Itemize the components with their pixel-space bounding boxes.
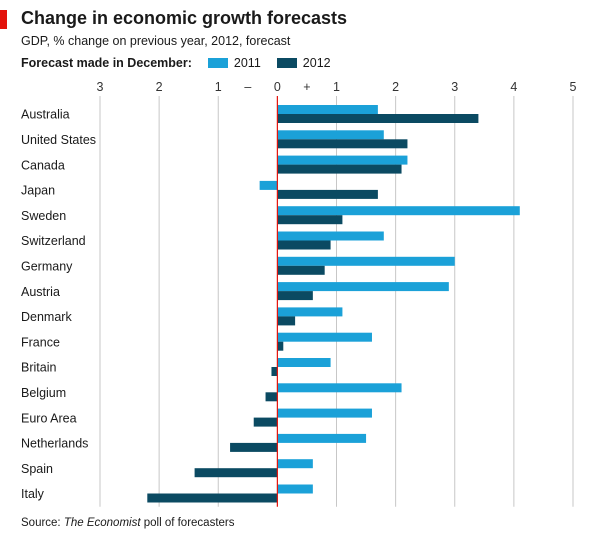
bar-2011 [277,484,313,494]
bar-2012 [277,164,402,174]
x-tick-label: 0 [274,80,281,94]
category-label: Australia [21,108,70,122]
legend-label-2012: 2012 [302,56,331,70]
category-label: France [21,335,60,349]
x-tick-label: 2 [156,80,163,94]
bar-2011 [277,105,378,114]
category-label: Canada [21,158,65,172]
bar-2011 [277,256,455,266]
category-label: Euro Area [21,411,77,425]
x-tick-label: 1 [333,80,340,94]
category-label: United States [21,133,96,147]
x-tick-label: 1 [215,80,222,94]
legend-swatch-2011 [207,58,228,68]
bar-2012 [277,114,479,123]
bar-2012 [277,240,331,250]
legend: Forecast made in December: 2011 2012 [21,56,347,70]
bar-2012 [277,291,313,301]
bar-2012 [277,341,284,351]
bar-2012 [277,215,343,225]
x-tick-label: + [303,80,310,94]
source-prefix: Source: [21,517,64,529]
category-label: Sweden [21,209,66,223]
bar-2012 [253,417,278,427]
legend-swatch-2012 [276,58,297,68]
chart-title: Change in economic growth forecasts [21,8,348,28]
x-tick-label: – [244,80,251,94]
bar-2012 [277,189,378,199]
source-publication: The Economist [63,517,141,529]
category-label: Netherlands [21,437,88,451]
category-label: Germany [21,259,73,273]
legend-label-2011: 2011 [233,56,261,70]
bar-2011 [277,130,384,140]
source-note: Source: The Economist poll of forecaster… [21,517,235,529]
bar-2012 [147,493,278,503]
bar-2011 [277,358,331,367]
bar-2012 [194,468,278,478]
bar-2012 [271,367,278,376]
category-label: Austria [21,285,60,299]
bar-2012 [277,265,325,275]
x-tick-label: 3 [451,80,458,94]
bar-chart: 3 2 1 – 0 +1 2 3 4 5 Australia United States Canada J… [21,80,577,507]
category-label: Spain [21,462,53,476]
bar-2011 [277,307,343,317]
x-tick-label: 5 [570,80,577,94]
category-label: Belgium [21,386,66,400]
bar-2011 [277,282,449,292]
bar-2011 [277,332,372,342]
category-label: Switzerland [21,234,86,248]
category-label: Japan [21,184,55,198]
category-label: Italy [21,487,45,501]
bar-2011 [277,206,520,216]
bar-2011 [277,231,384,241]
bar-2012 [230,442,278,452]
brand-tab [0,10,7,29]
chart-subtitle: GDP, % change on previous year, 2012, fo… [21,34,291,48]
x-tick-label: 3 [97,80,104,94]
legend-item-2012: 2012 [276,56,331,70]
category-label: Britain [21,361,56,375]
x-tick-label: 2 [392,80,399,94]
bar-2011 [277,408,372,418]
bar-2011 [277,383,402,393]
x-tick-label: 4 [510,80,517,94]
bar-2012 [277,316,296,326]
bar-2011 [259,180,278,190]
bar-2011 [277,459,313,469]
category-label: Denmark [21,310,72,324]
legend-title: Forecast made in December: [21,56,192,70]
bar-2012 [265,392,278,402]
source-suffix: poll of forecasters [140,517,235,529]
bar-2011 [277,155,408,165]
bar-2012 [277,139,408,149]
legend-item-2011: 2011 [207,56,261,70]
bar-2011 [277,433,367,443]
